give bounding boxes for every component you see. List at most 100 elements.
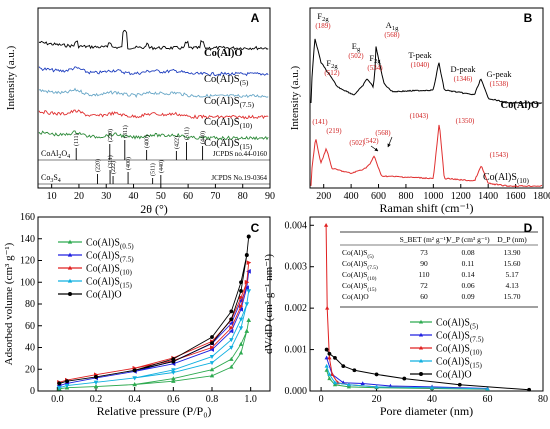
plot-frame	[309, 7, 544, 189]
reference-peak-label: (220)	[107, 129, 114, 142]
peak-assignment: F2g	[326, 58, 338, 70]
table-header: S_BET (m² g⁻¹)	[400, 235, 449, 244]
peak-assignment: D-peak	[450, 64, 476, 74]
legend-marker	[67, 278, 73, 283]
peak-position: (542)	[363, 137, 379, 145]
label-part: Co(Al)S	[86, 264, 120, 275]
data-point	[209, 367, 215, 372]
legend-marker	[67, 265, 73, 270]
y-tick-label: 20	[25, 364, 35, 375]
label-part: Co	[41, 173, 50, 182]
data-point	[228, 328, 234, 334]
data-point	[229, 345, 234, 350]
legend-marker	[68, 292, 72, 296]
data-point	[239, 289, 243, 293]
data-point	[246, 317, 251, 322]
data-point	[238, 317, 244, 322]
table-cell: Co(Al)S(7.5)	[342, 259, 378, 271]
label-part: CoAl	[41, 149, 59, 158]
data-point	[327, 372, 332, 376]
data-point	[341, 364, 346, 369]
x-tick-label: 30	[101, 191, 111, 202]
x-tick-label: 1000	[423, 191, 443, 202]
label-part: Co(Al)S	[204, 138, 240, 149]
data-point	[57, 386, 62, 391]
y-tick-label: 0	[30, 386, 35, 397]
reference-peak-label: (422)	[173, 136, 180, 149]
data-point	[229, 325, 234, 331]
peak-position: (534)	[367, 64, 383, 72]
annotation-arrow	[387, 136, 393, 148]
data-point	[332, 382, 338, 387]
data-point	[244, 280, 250, 285]
data-point	[210, 335, 214, 339]
series-label: Co(Al)S(15)	[204, 138, 253, 151]
peak-assignment: T-peak	[408, 50, 432, 60]
x-tick-label: 90	[265, 191, 275, 202]
data-point	[527, 387, 532, 392]
data-point	[132, 376, 137, 381]
table-cell: 110	[419, 270, 430, 279]
reference-label: CoAl2O4	[41, 149, 70, 160]
table-cell: 0.08	[461, 248, 474, 257]
legend-label: Co(Al)S(10)	[436, 344, 482, 357]
label-part: Co(Al)S	[342, 270, 367, 279]
label-part: A	[386, 20, 393, 30]
peak-position: (219)	[326, 127, 342, 135]
data-point	[238, 350, 244, 355]
data-point	[360, 381, 365, 386]
x-tick-label: 70	[210, 191, 220, 202]
data-point	[210, 345, 215, 350]
x-tick-label: 40	[427, 394, 437, 405]
reference-peak-label: (440)	[158, 160, 165, 173]
peak-assignment: Eg	[352, 41, 361, 53]
data-point	[93, 384, 99, 389]
data-point	[244, 285, 249, 290]
label-subscript: (10)	[517, 177, 530, 185]
reference-label: Co3S4	[41, 173, 61, 184]
y-tick-label: 140	[20, 234, 35, 245]
x-tick-label: 40	[129, 191, 139, 202]
data-point	[485, 386, 490, 391]
label-part: Co(Al)S	[436, 331, 470, 342]
peak-position: (568)	[375, 129, 391, 137]
table-cell: 0.14	[461, 270, 474, 279]
reference-peak-label: (220)	[95, 159, 102, 172]
label-subscript: (7.5)	[470, 336, 484, 344]
x-tick-label: 1400	[478, 191, 498, 202]
legend-label: Co(Al)S(10)	[86, 264, 132, 277]
data-point	[209, 347, 214, 352]
panel-a: A 10 20 30 40 50 60 70 80 90 2θ (°) Intensity (a.u.…	[5, 7, 275, 216]
legend-label: Co(Al)S(15)	[86, 277, 132, 290]
x-tick-label: 20	[74, 191, 84, 202]
label-subscript: (7.5)	[240, 100, 255, 109]
label-subscript: (10)	[240, 121, 253, 130]
legend-marker	[418, 358, 424, 363]
data-point	[374, 372, 379, 377]
table-cell: 5.17	[505, 270, 518, 279]
x-tick-label: 400	[344, 191, 359, 202]
x-axis-label: Relative pressure (P/P₀)	[97, 404, 212, 418]
table-cell: 72	[420, 281, 428, 290]
label-subscript: 4	[58, 178, 61, 184]
table-header: V_P (cm³ g⁻¹)	[446, 235, 490, 244]
table-cell: 15.70	[504, 292, 521, 301]
series-label: Co(Al)O	[501, 100, 540, 111]
label-subscript: (15)	[240, 142, 253, 151]
data-point	[327, 355, 332, 360]
series-line	[38, 66, 269, 77]
table-cell: Co(Al)S(5)	[342, 248, 374, 260]
label-subscript: g	[357, 46, 361, 53]
data-point	[64, 383, 70, 388]
legend-marker	[418, 319, 424, 324]
x-tick-label: 80	[538, 394, 548, 405]
panel-letter: C	[251, 221, 260, 235]
label-subscript: 2	[58, 154, 61, 160]
table-cell: 90	[420, 259, 428, 268]
data-point	[327, 351, 332, 356]
table-header: D_P (nm)	[497, 235, 527, 244]
data-point	[229, 309, 234, 314]
data-point	[323, 222, 329, 227]
series-line	[326, 349, 530, 391]
data-point	[246, 269, 251, 274]
